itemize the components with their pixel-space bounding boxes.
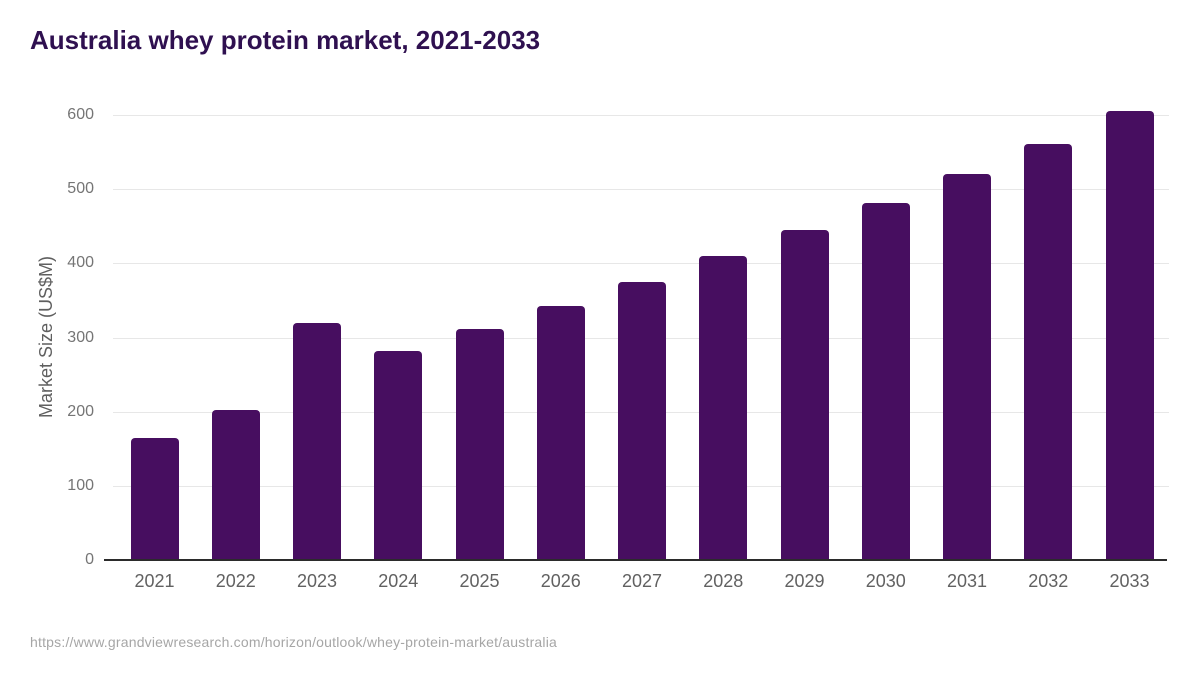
- x-tick-label-2033: 2033: [1109, 571, 1150, 591]
- footer: https://www.grandviewresearch.com/horizo…: [0, 612, 1200, 675]
- bar-2027[interactable]: [618, 281, 666, 560]
- bar-2028[interactable]: [699, 255, 748, 560]
- x-tick-label-2022: 2022: [215, 571, 256, 591]
- x-tick-label-2024: 2024: [378, 571, 419, 591]
- bar-2026[interactable]: [536, 305, 585, 560]
- x-tick-label-2025: 2025: [459, 571, 500, 591]
- chart-title: Australia whey protein market, 2021-2033: [30, 25, 541, 55]
- bar-2024[interactable]: [374, 350, 423, 560]
- bar-2022[interactable]: [211, 410, 260, 560]
- y-tick-label-0: 0: [85, 551, 94, 568]
- bar-2021[interactable]: [130, 437, 179, 560]
- bar-2033[interactable]: [1105, 111, 1154, 560]
- x-tick-label-2021: 2021: [134, 571, 175, 591]
- x-tick-label-2029: 2029: [784, 571, 825, 591]
- y-tick-label-600: 600: [67, 106, 94, 123]
- bar-2032[interactable]: [1024, 143, 1073, 560]
- x-axis-line: [104, 559, 1167, 561]
- gridline-500: [113, 189, 1169, 191]
- y-tick-label-100: 100: [67, 476, 94, 494]
- bar-2025[interactable]: [455, 329, 504, 560]
- x-tick-label-2027: 2027: [621, 571, 663, 591]
- gridline-400: [113, 263, 1169, 265]
- x-tick-label-2032: 2032: [1028, 571, 1069, 591]
- plot-area: [113, 111, 1169, 560]
- bar-2031[interactable]: [943, 174, 991, 560]
- y-tick-label-200: 200: [67, 402, 94, 420]
- x-tick-label-2031: 2031: [946, 571, 988, 591]
- bar-2029[interactable]: [780, 229, 829, 560]
- x-tick-label-2028: 2028: [703, 571, 744, 591]
- x-tick-label-2026: 2026: [540, 571, 581, 591]
- x-tick-label-2030: 2030: [865, 571, 906, 591]
- x-tick-label-2023: 2023: [296, 571, 338, 591]
- source-url: https://www.grandviewresearch.com/horizo…: [30, 634, 558, 650]
- y-tick-label-500: 500: [67, 180, 94, 198]
- gridline-600: [113, 115, 1169, 116]
- bar-2030[interactable]: [861, 203, 910, 560]
- y-tick-label-400: 400: [67, 254, 94, 272]
- y-tick-label-300: 300: [67, 328, 94, 346]
- bar-2023[interactable]: [293, 322, 341, 560]
